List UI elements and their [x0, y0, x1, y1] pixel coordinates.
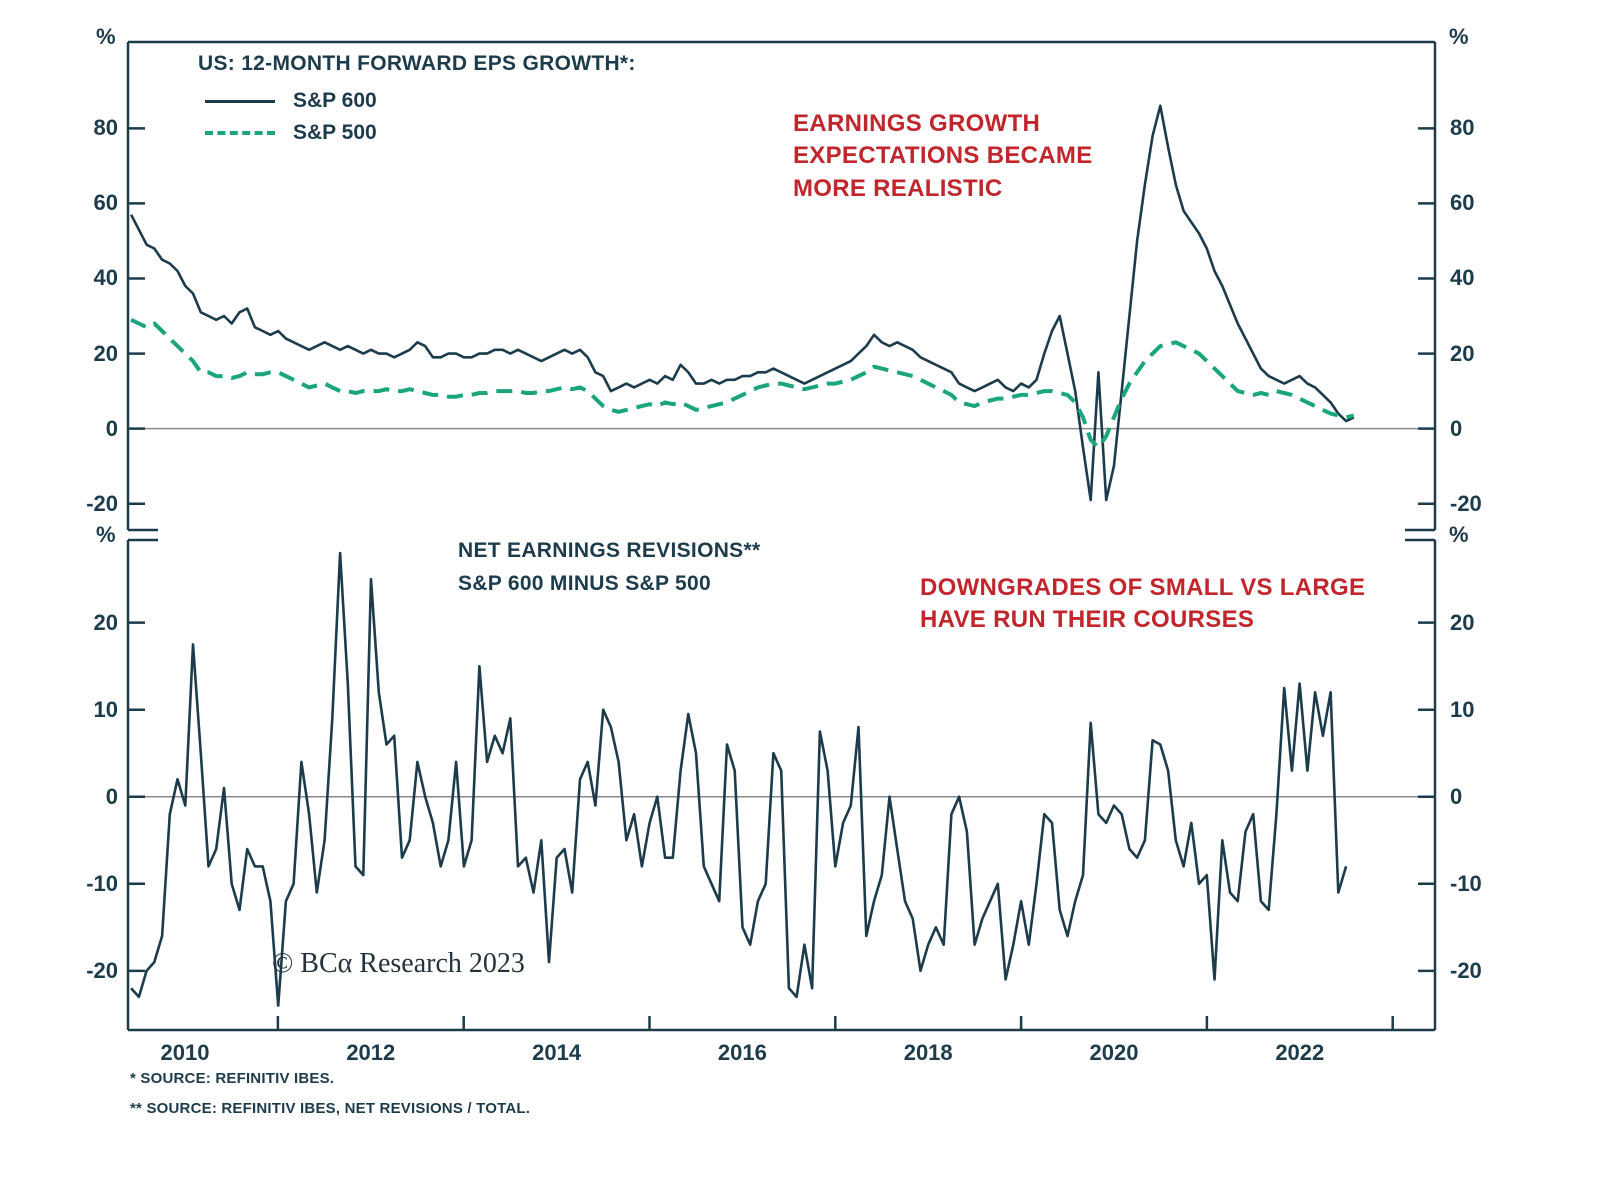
legend-label-sp500: S&P 500 — [293, 121, 377, 144]
sp500-dashed-line-swatch-icon — [205, 131, 275, 135]
footnote-2: ** SOURCE: REFINITIV IBES, NET REVISIONS… — [130, 1100, 531, 1117]
x-tick-label: 2014 — [532, 1040, 582, 1065]
y-tick-label: 80 — [93, 115, 118, 141]
y-tick-label: 10 — [93, 696, 118, 722]
y-tick-label: 10 — [1450, 696, 1475, 722]
unit-label-bottom-left: % — [96, 522, 116, 547]
top-chart-title: US: 12-MONTH FORWARD EPS GROWTH*: — [198, 52, 636, 75]
y-tick-label: 0 — [105, 415, 118, 441]
y-tick-label: 40 — [93, 265, 118, 291]
y-tick-label: -10 — [1450, 870, 1482, 896]
y-tick-label: 20 — [1450, 340, 1475, 366]
series-s-p-600-minus-s-p-500 — [130, 551, 1348, 1007]
y-tick-label: 20 — [93, 340, 118, 366]
y-tick-label: -20 — [86, 490, 118, 516]
top-annotation: EARNINGS GROWTH EXPECTATIONS BECAME MORE… — [793, 110, 1093, 202]
unit-label-top-right: % — [1449, 24, 1469, 49]
unit-label-bottom-right: % — [1449, 522, 1469, 547]
x-tick-label: 2010 — [160, 1040, 210, 1065]
sp600-line-swatch-icon — [205, 99, 275, 103]
x-tick-label: 2012 — [346, 1040, 396, 1065]
legend-item-sp500: S&P 500 — [205, 120, 377, 146]
y-tick-label: 20 — [1450, 609, 1475, 635]
x-tick-label: 2018 — [903, 1040, 953, 1065]
y-tick-label: -20 — [86, 957, 118, 983]
y-tick-label: 80 — [1450, 115, 1475, 141]
y-tick-label: -10 — [86, 870, 118, 896]
y-tick-label: -20 — [1450, 490, 1482, 516]
unit-label-top-left: % — [96, 24, 116, 49]
x-tick-label: 2016 — [717, 1040, 767, 1065]
bottom-chart-title: NET EARNINGS REVISIONS** S&P 600 MINUS S… — [458, 539, 761, 595]
series-s-p-500 — [130, 317, 1355, 450]
x-tick-label: 2022 — [1275, 1040, 1325, 1065]
y-tick-label: 60 — [93, 190, 118, 216]
legend-label-sp600: S&P 600 — [293, 89, 377, 112]
y-tick-label: 40 — [1450, 265, 1475, 291]
bottom-annotation: DOWNGRADES OF SMALL VS LARGE HAVE RUN TH… — [920, 574, 1366, 634]
legend-item-sp600: S&P 600 — [205, 88, 377, 114]
series-s-p-600 — [129, 104, 1355, 502]
y-tick-label: 60 — [1450, 190, 1475, 216]
footnote-1: * SOURCE: REFINITIV IBES. — [130, 1070, 335, 1087]
y-tick-label: 0 — [1450, 415, 1463, 441]
y-tick-label: 20 — [93, 609, 118, 635]
y-tick-label: 0 — [105, 783, 118, 809]
y-tick-label: -20 — [1450, 957, 1482, 983]
y-tick-label: 0 — [1450, 783, 1463, 809]
x-tick-label: 2020 — [1089, 1040, 1139, 1065]
watermark: © BCα Research 2023 — [272, 948, 525, 979]
